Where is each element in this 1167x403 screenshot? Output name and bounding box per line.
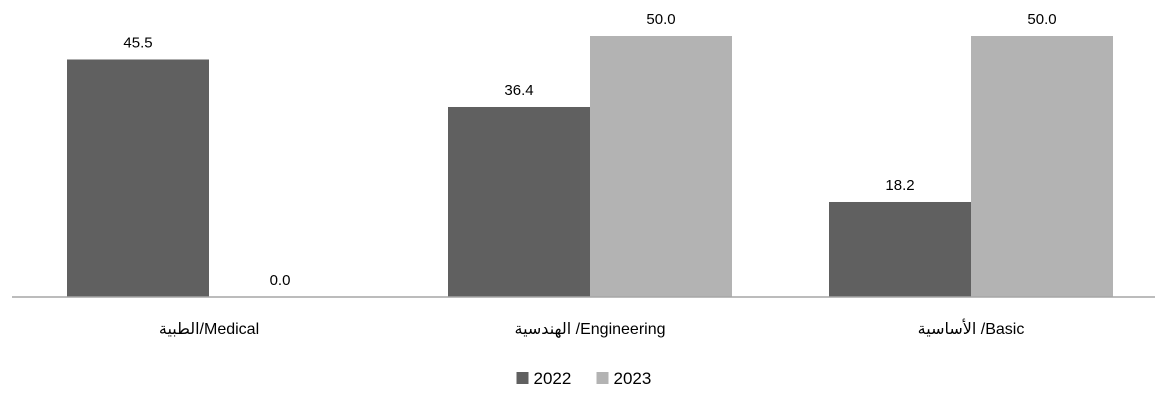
data-label-2023-2: 50.0 xyxy=(1027,11,1056,28)
data-label-2023-1: 50.0 xyxy=(646,11,675,28)
bar-2023-2 xyxy=(971,36,1113,297)
data-labels-layer: 45.5 0.0 36.4 50.0 18.2 50.0 xyxy=(123,11,1056,289)
data-label-2022-0: 45.5 xyxy=(123,34,152,51)
category-label-2: الأساسية /Basic xyxy=(918,318,1025,338)
category-label-1: الهندسية /Engineering xyxy=(514,321,665,339)
data-label-2022-2: 18.2 xyxy=(885,177,914,194)
bar-2022-0 xyxy=(67,59,209,297)
bar-2023-1 xyxy=(590,36,732,297)
category-labels-layer: الطبية/Medical الهندسية /Engineering الأسا… xyxy=(159,318,1024,339)
legend-label-2022: 2022 xyxy=(534,369,572,388)
legend-swatch-2023 xyxy=(596,372,609,384)
legend-label-2023: 2023 xyxy=(614,369,652,388)
legend: 2022 2023 xyxy=(516,369,652,388)
legend-swatch-2022 xyxy=(516,372,529,384)
bar-2022-2 xyxy=(829,201,971,297)
data-label-2022-1: 36.4 xyxy=(504,82,533,99)
category-label-0: الطبية/Medical xyxy=(159,321,259,338)
bars-layer xyxy=(67,36,1113,297)
bar-2022-1 xyxy=(448,106,590,297)
data-label-2023-0: 0.0 xyxy=(270,272,291,289)
